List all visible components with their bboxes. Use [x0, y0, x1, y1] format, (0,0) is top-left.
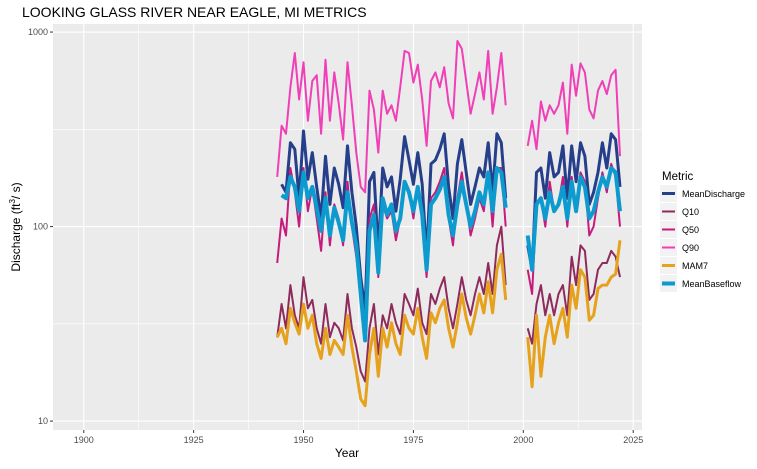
legend-label-q10: Q10 — [682, 207, 699, 217]
x-axis: 1900 1925 1950 1975 2000 2025 — [74, 430, 643, 445]
legend: Metric MeanDischarge Q10 Q50 Q90 MAM7 MeanBas… — [660, 171, 745, 292]
legend-title: Metric — [662, 171, 694, 183]
y-axis-title-main: Discharge (ft — [9, 203, 23, 272]
y-axis: 10 100 1000 — [28, 27, 53, 426]
series-line-meandischarge — [280, 129, 622, 313]
y-tick-label: 100 — [33, 222, 48, 232]
chart-title: LOOKING GLASS RIVER NEAR EAGLE, MI METRI… — [22, 4, 367, 20]
series-line-q90 — [276, 40, 621, 194]
grid-major — [53, 24, 642, 430]
x-axis-title: Year — [335, 446, 359, 460]
x-tick-label: 2000 — [513, 435, 533, 445]
legend-label-meanbaseflow: MeanBaseflow — [682, 279, 742, 289]
x-tick-label: 1975 — [403, 435, 423, 445]
y-tick-label: 1000 — [28, 27, 48, 37]
x-tick-label: 2025 — [623, 435, 643, 445]
legend-label-q50: Q50 — [682, 225, 699, 235]
x-tick-label: 1950 — [294, 435, 314, 445]
legend-label-meandischarge: MeanDischarge — [682, 189, 745, 199]
y-axis-title-tail: / s) — [9, 182, 23, 199]
legend-label-q90: Q90 — [682, 243, 699, 253]
series-line-q10 — [276, 225, 621, 383]
series-layer — [275, 40, 622, 408]
x-tick-label: 1900 — [74, 435, 94, 445]
y-tick-label: 10 — [38, 416, 48, 426]
series-line-meanbaseflow — [280, 166, 622, 343]
x-tick-label: 1925 — [184, 435, 204, 445]
y-axis-title: Discharge (ft3/ s) — [8, 182, 23, 271]
y-axis-title-sup: 3 — [8, 199, 17, 204]
legend-label-mam7: MAM7 — [682, 261, 708, 271]
series-line-mam7 — [275, 240, 622, 408]
